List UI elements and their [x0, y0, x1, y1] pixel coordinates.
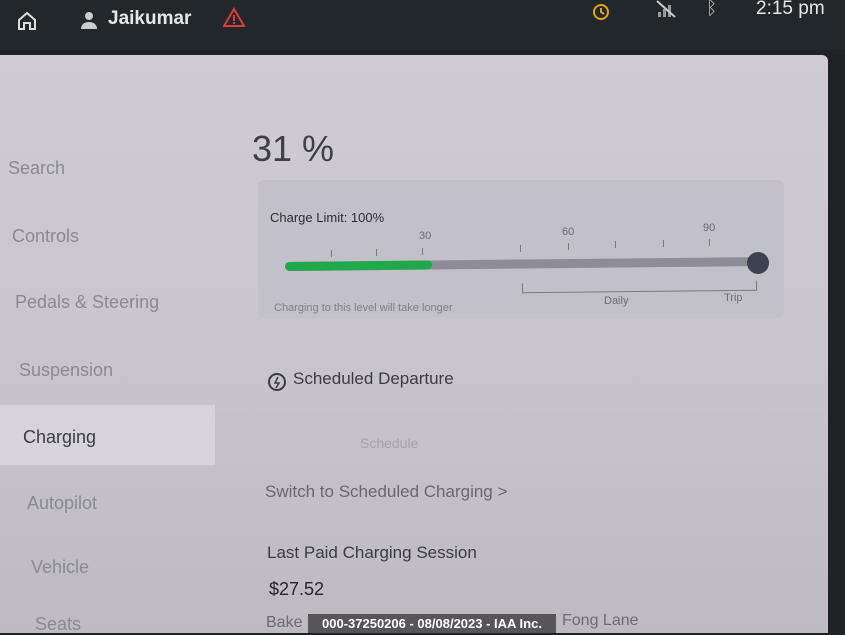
sidebar-item-seats[interactable]: Seats: [35, 614, 82, 634]
tick: [568, 243, 569, 250]
alarm-icon[interactable]: [590, 0, 612, 28]
sidebar-item-suspension[interactable]: Suspension: [19, 360, 114, 380]
charge-level-fill: [284, 260, 433, 271]
last-paid-title: Last Paid Charging Session: [267, 543, 477, 562]
location-start: Bake: [266, 614, 303, 631]
charge-limit-label: Charge Limit: 100%: [270, 210, 385, 225]
tick: [615, 241, 616, 248]
sidebar-item-pedals-steering[interactable]: Pedals & Steering: [15, 292, 160, 312]
warning-icon[interactable]: [222, 7, 246, 33]
tick: [331, 250, 332, 257]
scheduled-departure[interactable]: Scheduled Departure: [293, 369, 454, 388]
daily-label: Daily: [604, 295, 629, 307]
tick: [376, 249, 377, 256]
tick-label-60: 60: [562, 226, 575, 238]
last-paid-amount: $27.52: [269, 579, 325, 599]
home-icon[interactable]: [16, 10, 38, 38]
bluetooth-icon[interactable]: ᛒ: [706, 0, 718, 19]
switch-to-scheduled-charging-link[interactable]: Switch to Scheduled Charging >: [265, 482, 508, 501]
no-signal-icon: [656, 0, 676, 24]
tick: [709, 239, 710, 246]
charge-limit-card: [258, 180, 784, 318]
trip-label: Trip: [724, 292, 743, 304]
sidebar-item-charging[interactable]: Charging: [23, 427, 97, 447]
active-item-highlight: [0, 405, 215, 465]
sidebar-item-autopilot[interactable]: Autopilot: [27, 493, 98, 513]
tick: [663, 240, 664, 247]
schedule-button[interactable]: Schedule: [360, 435, 419, 451]
tick: [520, 245, 521, 252]
clock: 2:15 pm: [756, 0, 825, 19]
battery-percent: 31 %: [252, 128, 335, 169]
watermark: 000-37250206 - 08/08/2023 - IAA Inc.: [308, 614, 556, 633]
tick-label-30: 30: [419, 230, 432, 242]
sidebar-item-controls[interactable]: Controls: [12, 226, 80, 246]
user-icon[interactable]: [80, 10, 98, 36]
settings-panel: [0, 55, 828, 633]
location-end: Fong Lane: [562, 612, 639, 629]
sidebar-item-vehicle[interactable]: Vehicle: [31, 557, 90, 577]
tick: [422, 248, 423, 255]
user-name[interactable]: Jaikumar: [108, 8, 192, 29]
charge-note: Charging to this level will take longer: [274, 302, 453, 314]
tick-label-90: 90: [703, 222, 716, 234]
sidebar-item-search[interactable]: Search: [8, 158, 66, 178]
charge-limit-handle[interactable]: [747, 252, 769, 274]
alarm-clock-icon: [267, 372, 287, 397]
status-bar: Jaikumar ᛒ 2:15 pm: [0, 0, 845, 50]
